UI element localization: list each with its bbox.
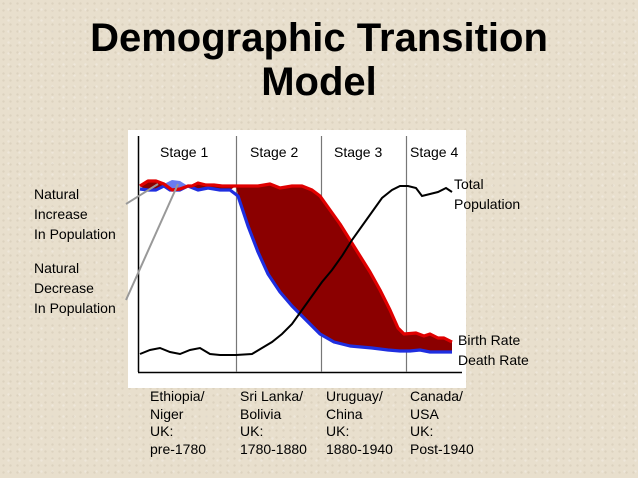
natural-decrease-label-line-2: Decrease (34, 280, 94, 296)
natural-decrease-label: Natural Decrease In Population (34, 258, 116, 318)
stage-2-example-line: UK: (240, 423, 264, 439)
stage-1-label: Stage 1 (160, 144, 209, 160)
stage-4-example-line: Post-1940 (410, 440, 474, 457)
stage-2-label: Stage 2 (250, 144, 299, 160)
decrease-pointer-line (125, 183, 179, 301)
natural-increase-label: Natural Increase In Population (34, 184, 116, 244)
page-title-line-1: Demographic Transition (90, 16, 548, 60)
stage-4-example-line: USA (410, 405, 439, 422)
natural-increase-area (236, 184, 452, 352)
stage-3-example-line: UK: (326, 423, 350, 439)
stage-3-example-line: 1880-1940 (326, 440, 393, 457)
stage-1-example-line: Ethiopia/ (150, 388, 205, 404)
stage-3-label: Stage 3 (334, 144, 383, 160)
increase-pointer-line (125, 183, 159, 205)
page-title-line-2: Model (261, 60, 377, 104)
stage-2-example-line: Bolivia (240, 405, 282, 422)
stage-1-example-line: pre-1780 (150, 440, 207, 457)
natural-increase-label-line-2: Increase (34, 206, 88, 222)
stage-4-example-line: UK: (410, 423, 434, 439)
stage-3-example-line: Uruguay/ (326, 388, 383, 404)
stage-3-examples: Uruguay/ China UK: 1880-1940 (326, 388, 393, 458)
natural-decrease-label-line-1: Natural (34, 260, 80, 276)
total-population-label-line-2: Population (454, 196, 521, 212)
stage-3-example-line: China (326, 405, 363, 422)
stage-1-example-line: Niger (150, 405, 184, 422)
natural-decrease-label-line-3: In Population (34, 300, 116, 316)
birth-rate-label: Birth Rate (458, 332, 521, 348)
natural-increase-label-line-1: Natural (34, 186, 80, 202)
total-population-line (139, 185, 453, 356)
stage-1-examples: Ethiopia/ Niger UK: pre-1780 (150, 388, 206, 458)
total-population-label: Total Population (454, 174, 520, 214)
death-rate-label: Death Rate (458, 352, 529, 368)
natural-increase-label-line-3: In Population (34, 226, 116, 242)
stage-4-examples: Canada/ USA UK: Post-1940 (410, 388, 474, 458)
total-population-label-line-1: Total (454, 176, 484, 192)
stage-1-example-line: UK: (150, 423, 174, 439)
stage-2-example-line: 1780-1880 (240, 440, 307, 457)
stage-2-example-line: Sri Lanka/ (240, 388, 304, 404)
stage-4-label: Stage 4 (410, 144, 459, 160)
stage-4-example-line: Canada/ (410, 388, 463, 404)
birth-rate-line (139, 179, 453, 344)
stage-2-examples: Sri Lanka/ Bolivia UK: 1780-1880 (240, 388, 307, 458)
